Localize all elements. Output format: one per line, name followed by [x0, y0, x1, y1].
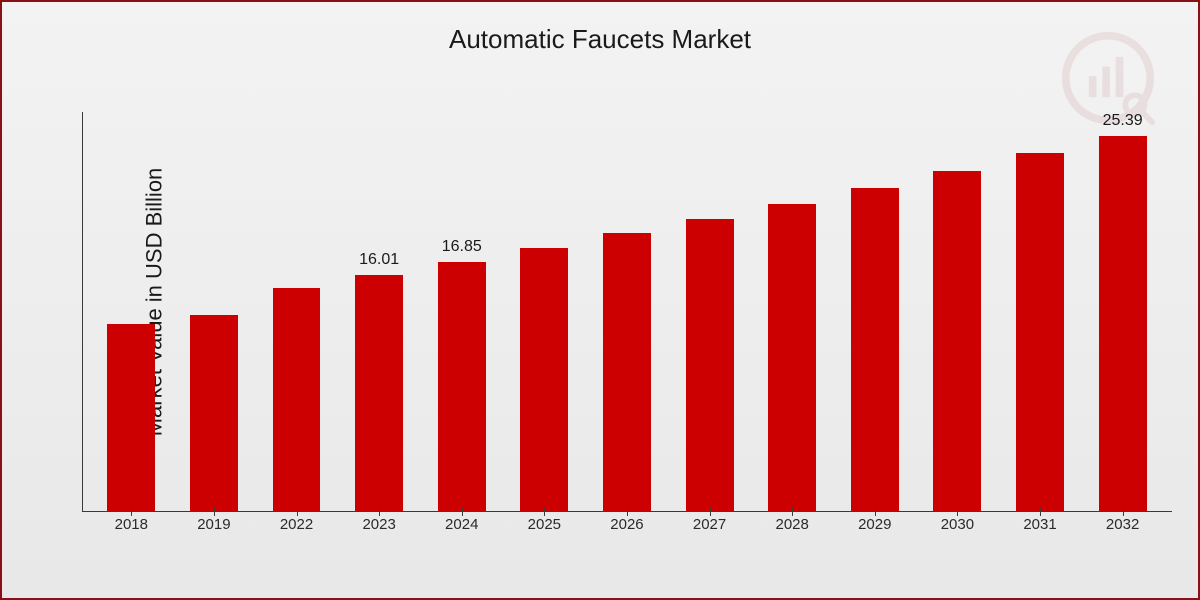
x-tick — [214, 508, 215, 516]
bar — [686, 219, 734, 512]
x-axis-tick-label: 2023 — [338, 516, 421, 533]
bar — [190, 315, 238, 512]
x-axis-tick-label: 2024 — [420, 516, 503, 533]
x-tick — [1040, 508, 1041, 516]
bar-slot — [668, 112, 751, 512]
bar-slot — [255, 112, 338, 512]
chart-frame: Automatic Faucets Market Market Value in… — [0, 0, 1200, 600]
x-tick — [462, 508, 463, 516]
x-tick — [131, 508, 132, 516]
bar — [603, 233, 651, 512]
bar — [851, 188, 899, 512]
bar — [1099, 136, 1147, 512]
x-axis-tick-label: 2019 — [173, 516, 256, 533]
x-tick — [792, 508, 793, 516]
bar-slot — [999, 112, 1082, 512]
x-axis-tick-label: 2030 — [916, 516, 999, 533]
x-axis-tick-label: 2029 — [833, 516, 916, 533]
x-tick — [710, 508, 711, 516]
x-axis-tick-label: 2031 — [999, 516, 1082, 533]
chart-title: Automatic Faucets Market — [2, 24, 1198, 55]
bar-value-label: 25.39 — [1103, 112, 1143, 130]
bar — [768, 204, 816, 512]
bar-slot — [503, 112, 586, 512]
bar — [355, 275, 403, 512]
bar-slot — [751, 112, 834, 512]
bar-slot: 16.85 — [420, 112, 503, 512]
x-tick — [875, 508, 876, 516]
x-axis-tick-label: 2028 — [751, 516, 834, 533]
bars-container: 16.01 16.85 25.39 — [82, 112, 1172, 512]
x-axis-tick-label: 2027 — [668, 516, 751, 533]
x-tick — [1123, 508, 1124, 516]
x-axis-tick-label: 2032 — [1081, 516, 1164, 533]
x-axis-tick-label: 2022 — [255, 516, 338, 533]
x-tick — [297, 508, 298, 516]
x-tick — [957, 508, 958, 516]
bar-slot — [833, 112, 916, 512]
bar — [520, 248, 568, 512]
bar-slot — [586, 112, 669, 512]
bar — [1016, 153, 1064, 512]
bar-value-label: 16.85 — [442, 238, 482, 256]
bar — [107, 324, 155, 512]
bar-slot — [173, 112, 256, 512]
x-tick — [544, 508, 545, 516]
bar — [273, 288, 321, 512]
x-axis-tick-label: 2025 — [503, 516, 586, 533]
bar — [933, 171, 981, 512]
x-axis-labels: 2018201920222023202420252026202720282029… — [82, 516, 1172, 533]
bar-slot: 25.39 — [1081, 112, 1164, 512]
bar-slot — [90, 112, 173, 512]
x-axis-tick-label: 2026 — [586, 516, 669, 533]
bar-slot: 16.01 — [338, 112, 421, 512]
x-axis-tick-label: 2018 — [90, 516, 173, 533]
plot-area: 16.01 16.85 25.39 — [82, 112, 1172, 512]
bar-slot — [916, 112, 999, 512]
bar-value-label: 16.01 — [359, 251, 399, 269]
x-tick — [627, 508, 628, 516]
x-tick — [379, 508, 380, 516]
bar — [438, 262, 486, 512]
